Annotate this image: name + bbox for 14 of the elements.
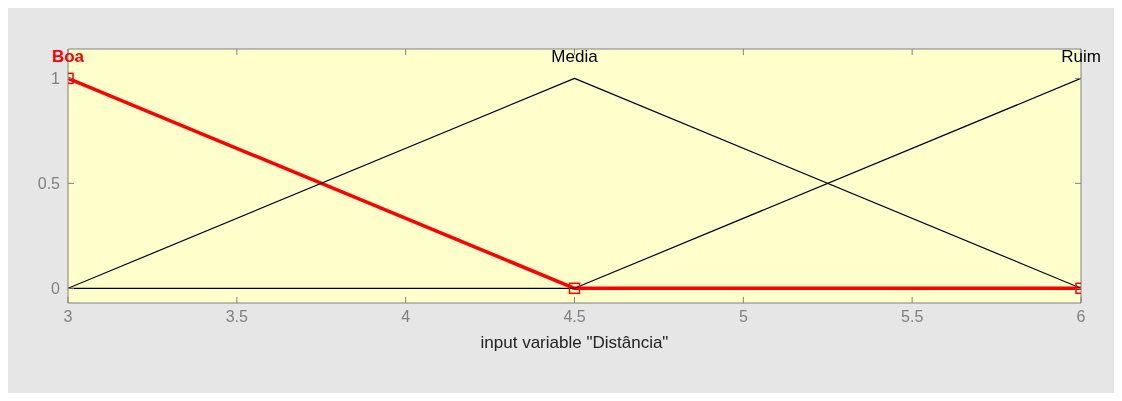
x-tick-label: 4.5 xyxy=(563,308,586,326)
y-tick-label: 0.5 xyxy=(37,175,61,193)
x-tick-label: 3.5 xyxy=(225,308,249,326)
y-tick-label: 0 xyxy=(51,279,61,297)
x-tick-label: 5 xyxy=(738,308,748,326)
x-axis-title: input variable "Distância" xyxy=(480,333,669,352)
series-label: Media xyxy=(551,47,599,66)
x-tick-label: 5.5 xyxy=(901,308,924,326)
y-tick-label: 1 xyxy=(51,70,61,88)
x-tick-label: 3 xyxy=(63,308,73,326)
series-label: Ruim xyxy=(1061,47,1101,66)
x-tick-label: 4 xyxy=(401,308,411,326)
series-label: Boa xyxy=(51,47,85,66)
x-tick-label: 6 xyxy=(1076,308,1086,326)
